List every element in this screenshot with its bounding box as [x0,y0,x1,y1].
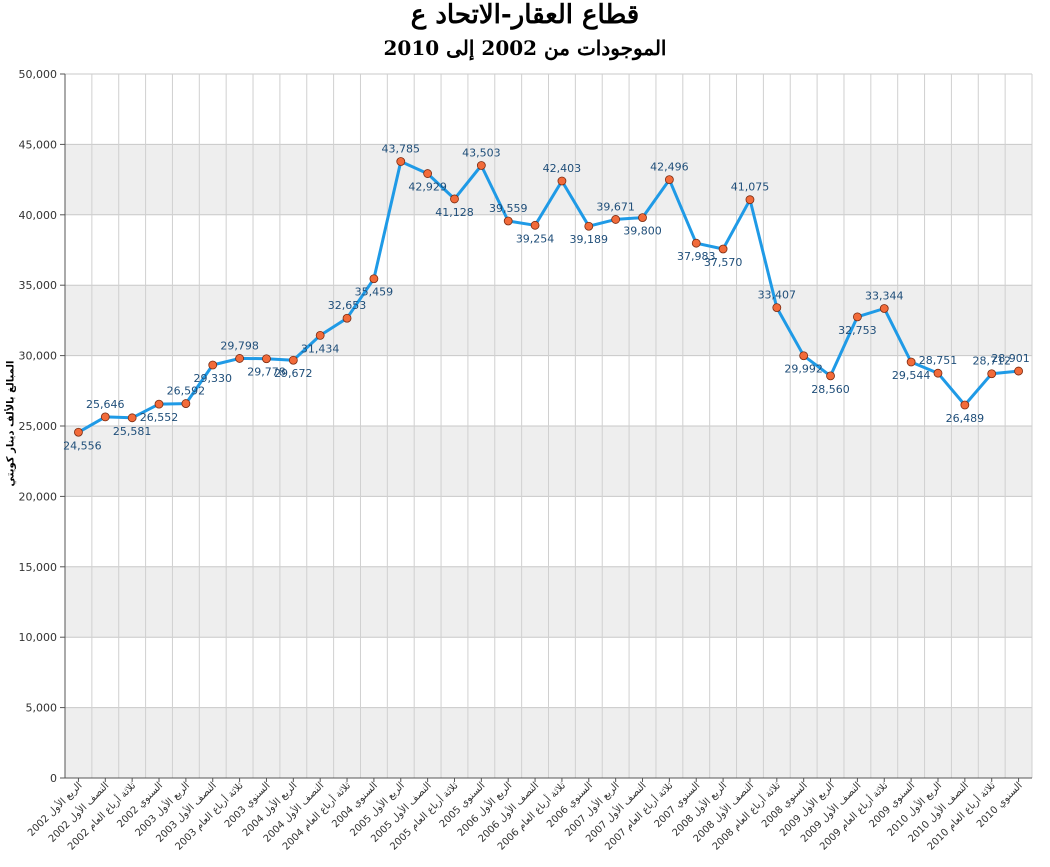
data-point [691,238,701,248]
data-label: 29,544 [892,369,931,382]
data-point [664,175,674,185]
data-label: 37,570 [704,256,743,269]
data-point [584,221,594,231]
data-point [987,369,997,379]
data-label: 39,254 [516,232,555,245]
data-point [74,427,83,437]
data-point [557,176,567,186]
y-tick-label: 20,000 [19,490,58,503]
data-point [181,399,191,408]
data-label: 29,778 [247,366,286,379]
data-point [826,371,835,381]
data-point [933,368,943,378]
data-label: 32,653 [328,299,367,312]
series [77,160,1019,434]
data-label: 24,556 [63,439,102,452]
data-point [208,360,218,370]
data-point [235,354,244,363]
data-point [853,312,862,322]
data-point [423,169,433,178]
data-label: 28,751 [919,354,958,367]
data-point [288,355,298,365]
data-point [530,220,540,230]
y-tick-label: 25,000 [19,420,58,433]
data-label: 33,407 [758,289,797,302]
data-point [960,400,970,410]
data-label: 41,075 [731,181,770,194]
data-label: 42,929 [408,181,447,194]
data-point [315,331,325,340]
y-tick-label: 40,000 [19,209,58,222]
data-label: 43,785 [382,143,421,156]
data-label: 28,712 [972,355,1011,368]
data-point [396,157,406,166]
y-tick-label: 45,000 [19,138,58,151]
data-label: 39,671 [596,200,635,213]
y-tick-label: 30,000 [19,350,58,363]
data-label: 37,983 [677,250,716,263]
data-point [772,303,782,313]
y-tick-label: 10,000 [19,631,58,644]
data-label: 31,434 [301,342,340,355]
data-point [154,399,164,409]
data-label: 28,901 [991,352,1030,365]
y-tick-label: 5,000 [26,702,58,715]
data-label: 35,459 [355,286,394,299]
data-label: 43,503 [462,146,501,159]
y-tick-label: 15,000 [19,561,58,574]
data-point [611,215,621,224]
data-point [100,412,110,422]
y-tick-labels: 0 5,000 10,000 15,000 20,000 25,000 30,000 35,0… [19,68,58,785]
data-label: 29,672 [274,367,313,380]
data-label: 32,753 [838,324,877,337]
data-label: 25,581 [113,425,152,438]
data-label: 28,560 [811,383,850,396]
data-label: 26,489 [946,412,985,425]
data-point [718,244,728,254]
data-point [342,313,352,323]
data-label: 42,496 [650,161,689,174]
data-point [879,304,889,313]
data-point [799,351,809,361]
data-point [369,274,379,284]
axes [60,73,1032,782]
chart-subtitle: الموجودات من 2002 إلى 2010 [383,36,667,60]
data-point [476,161,486,170]
data-point [745,195,755,205]
data-label: 39,800 [623,225,662,238]
data-label: 29,992 [784,363,823,376]
chart-title: قطاع العقار-الاتحاد ع [410,0,640,30]
data-label: 41,128 [435,206,474,219]
data-point [127,413,137,423]
data-label: 29,330 [193,372,232,385]
series-line [77,160,1019,434]
data-point [503,216,513,226]
data-point [638,213,647,223]
y-tick-label: 0 [50,772,57,785]
data-label: 33,344 [865,290,904,303]
data-point [262,354,271,364]
data-label: 29,798 [220,339,259,352]
data-label: 42,403 [543,162,582,175]
data-point [906,357,916,367]
data-point [1014,366,1023,376]
data-label: 25,646 [86,398,125,411]
y-tick-label: 50,000 [19,68,58,81]
data-label: 39,559 [489,202,528,215]
y-tick-label: 35,000 [19,279,58,292]
data-points [74,157,1023,437]
data-label: 26,552 [140,411,179,424]
data-label: 39,189 [570,233,609,246]
data-label: 26,592 [167,385,206,398]
data-point [450,194,459,204]
